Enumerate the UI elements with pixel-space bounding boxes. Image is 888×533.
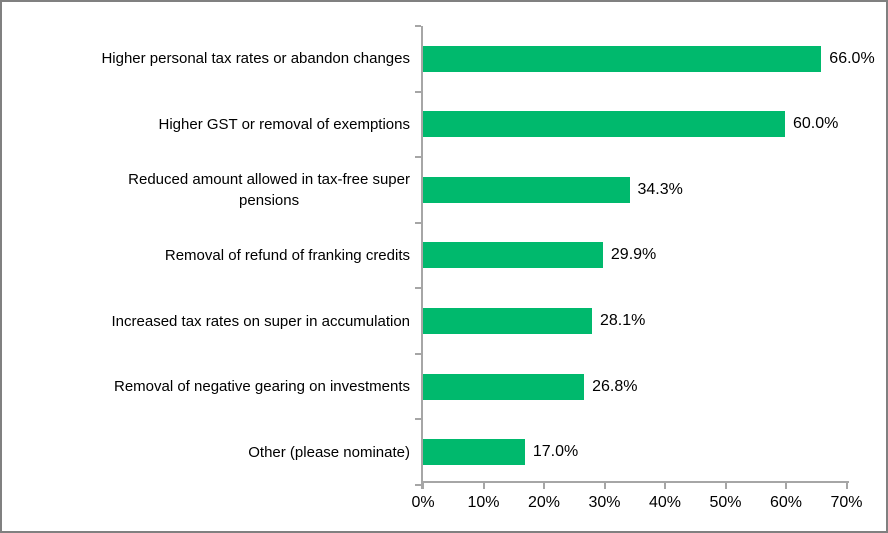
- category-axis-line: [421, 26, 423, 489]
- bar: [422, 308, 592, 335]
- bar-row: Increased tax rates on super in accumula…: [2, 288, 886, 354]
- bar: [422, 45, 822, 72]
- category-axis-tick: [415, 287, 421, 290]
- bar-row: Higher personal tax rates or abandon cha…: [2, 26, 886, 92]
- category-axis-tick: [415, 483, 421, 486]
- category-axis-tick: [415, 156, 421, 159]
- category-axis-tick: [415, 352, 421, 355]
- value-axis-tick-label: 0%: [411, 494, 435, 511]
- category-label: Removal of negative gearing on investmen…: [113, 378, 410, 396]
- value-axis-tick: [603, 483, 606, 489]
- category-label: Reduced amount allowed in tax-free super…: [128, 170, 410, 209]
- category-axis-tick: [415, 25, 421, 27]
- bar-row: Reduced amount allowed in tax-free super…: [2, 157, 886, 223]
- value-axis-tick: [422, 483, 424, 489]
- value-label: 34.3%: [637, 180, 683, 198]
- value-label: 17.0%: [532, 443, 579, 461]
- category-axis-tick: [415, 418, 421, 421]
- value-label: 26.8%: [592, 377, 638, 395]
- category-label: Higher personal tax rates or abandon cha…: [101, 50, 410, 68]
- value-label: 29.9%: [610, 246, 657, 264]
- bar-row: Removal of refund of franking credits 29.…: [2, 223, 886, 289]
- value-axis-tick: [845, 483, 848, 489]
- bar-row: Higher GST or removal of exemptions 60.0%: [2, 92, 886, 158]
- category-axis-tick: [415, 90, 421, 93]
- bar: [422, 242, 603, 269]
- value-axis-tick-label: 50%: [709, 494, 742, 511]
- category-label: Increased tax rates on super in accumula…: [111, 312, 411, 330]
- value-label: 60.0%: [793, 115, 839, 133]
- value-axis-tick-label: 40%: [648, 494, 682, 511]
- value-axis-line: [421, 481, 849, 483]
- bar: [422, 176, 630, 203]
- category-label: Other (please nominate): [248, 443, 410, 461]
- value-label: 66.0%: [829, 49, 875, 67]
- value-axis-tick: [482, 483, 485, 489]
- bar: [422, 439, 525, 466]
- value-axis-tick: [664, 483, 666, 489]
- bar: [422, 373, 585, 400]
- category-label: Higher GST or removal of exemptions: [158, 115, 411, 133]
- value-axis-tick: [785, 483, 787, 489]
- value-label: 28.1%: [600, 312, 646, 330]
- bar-row: Removal of negative gearing on investmen…: [2, 354, 886, 420]
- category-label: Removal of refund of franking credits: [164, 246, 410, 264]
- bar: [422, 111, 785, 138]
- value-axis-tick: [543, 483, 545, 489]
- value-axis-tick-label: 70%: [830, 494, 863, 511]
- value-axis-tick-label: 30%: [588, 494, 621, 511]
- category-axis-tick: [415, 221, 421, 224]
- value-axis-tick-label: 60%: [769, 494, 803, 511]
- value-axis-tick: [724, 483, 727, 489]
- bar-row: Other (please nominate) 17.0%: [2, 419, 886, 485]
- value-axis-tick-label: 10%: [467, 494, 500, 511]
- value-axis-tick-label: 20%: [527, 494, 561, 511]
